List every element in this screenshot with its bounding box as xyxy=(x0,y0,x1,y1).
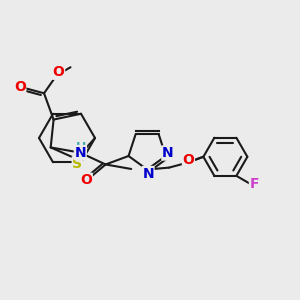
Text: N: N xyxy=(162,146,174,160)
Text: S: S xyxy=(72,157,82,171)
Text: O: O xyxy=(80,173,92,187)
Text: H: H xyxy=(76,141,86,154)
Text: O: O xyxy=(53,65,64,79)
Text: N: N xyxy=(74,146,86,160)
Text: F: F xyxy=(250,177,259,191)
Text: O: O xyxy=(14,80,26,94)
Text: O: O xyxy=(182,153,194,167)
Text: N: N xyxy=(142,167,154,181)
